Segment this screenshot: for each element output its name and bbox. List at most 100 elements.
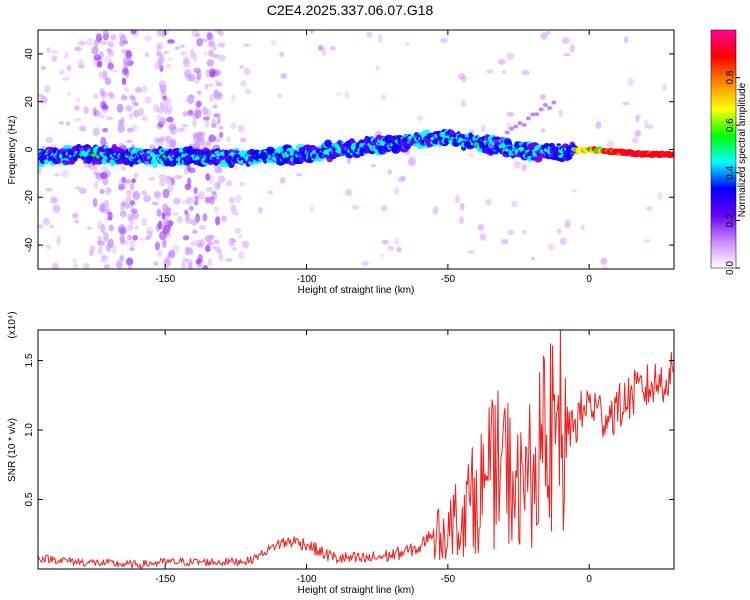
- spectrogram-cell: [102, 70, 108, 80]
- spectrogram-cell: [378, 33, 383, 43]
- spectrogram-cell: [100, 223, 106, 234]
- spectrogram-cell: [52, 204, 61, 213]
- spectrogram-cell: [207, 33, 215, 43]
- spectrogram-cell: [90, 245, 96, 251]
- spectrogram-cell: [208, 49, 214, 58]
- spectrogram-cell: [129, 215, 134, 226]
- spectrogram-cell: [180, 50, 188, 57]
- spectrogram-cell: [209, 94, 214, 103]
- spectrogram-cell: [52, 262, 59, 269]
- spectrogram-cell: [204, 83, 209, 90]
- spectrogram-cell: [184, 246, 190, 256]
- spectrogram-cell: [100, 254, 106, 260]
- spectrogram-cell: [44, 160, 49, 165]
- spectrogram-cell: [497, 58, 506, 65]
- spectrogram-cell: [141, 217, 147, 227]
- spectrogram-cell: [156, 42, 164, 50]
- spectrogram-cell: [128, 202, 134, 209]
- x-tick-label: -100: [297, 574, 317, 585]
- spectrogram-cell: [194, 109, 202, 119]
- spectrogram-cell: [218, 125, 224, 130]
- spectrogram-cell: [521, 163, 527, 172]
- spectrogram-cell: [97, 240, 105, 247]
- spectrogram-cell: [99, 259, 108, 263]
- spectrogram-cell: [38, 224, 44, 229]
- spectrogram-cell: [100, 41, 107, 46]
- spectrogram-cell: [92, 198, 98, 208]
- spectrogram-cell: [243, 67, 251, 76]
- spectrogram-cell: [125, 257, 134, 266]
- spectrogram-cell: [157, 220, 163, 230]
- spectrogram-cell: [132, 234, 138, 241]
- spectrogram-cell: [196, 37, 204, 47]
- spectrogram-cell: [330, 46, 336, 51]
- spectrogram-cell: [124, 196, 132, 203]
- spectrogram-cell: [190, 241, 197, 247]
- spectrogram-cell: [102, 127, 109, 133]
- spectrogram-cell: [157, 137, 164, 143]
- spectrogram-cell: [126, 127, 134, 133]
- spectrogram-cell: [234, 227, 242, 234]
- spectrogram-cell: [116, 261, 123, 269]
- spectrogram-cell: [188, 94, 195, 99]
- spectrogram-cell: [507, 229, 515, 236]
- spectrogram-cell: [317, 44, 324, 52]
- spectrogram-cell: [205, 31, 213, 37]
- spectrogram-cell: [556, 228, 562, 234]
- spectrogram-cell: [212, 192, 218, 201]
- spectrogram-cell: [270, 39, 277, 45]
- spectrogram-cell: [167, 183, 174, 193]
- spectrogram-cell: [129, 247, 135, 252]
- y-tick-label: 0.5: [24, 492, 35, 506]
- spectrogram-cell: [165, 176, 173, 181]
- spectrogram-cell: [493, 150, 499, 155]
- spectrogram-cell: [159, 116, 167, 125]
- spectrogram-cell: [381, 239, 389, 245]
- spectrogram-cell: [540, 128, 546, 133]
- spectrogram-cell: [125, 189, 132, 198]
- spectrogram-cell: [127, 234, 133, 241]
- spectrogram-cell: [156, 208, 162, 218]
- spectrogram-cell: [78, 187, 87, 195]
- spectrogram-cell: [513, 124, 519, 129]
- spectrogram-cell: [530, 112, 536, 117]
- y-tick-label: -20: [24, 190, 35, 205]
- spectrogram-cell: [280, 73, 287, 79]
- spectrogram-cell: [119, 210, 127, 218]
- spectrogram-cell: [121, 77, 127, 86]
- spectrogram-cell: [212, 239, 220, 245]
- spectrogram-cell: [139, 237, 148, 241]
- spectrogram-cell: [461, 75, 467, 83]
- spectrogram-cell: [198, 137, 206, 147]
- spectrogram-cell: [142, 84, 148, 94]
- spectrogram-cell: [344, 91, 350, 100]
- spectrogram-cell: [602, 265, 608, 269]
- spectrogram-cell: [157, 250, 163, 258]
- spectrogram-cell: [361, 261, 369, 266]
- spectrogram-cell: [151, 201, 158, 206]
- spectrogram-cell: [370, 164, 377, 168]
- spectrogram-cell: [73, 117, 82, 122]
- spectrogram-cell: [74, 219, 80, 224]
- spectrogram-cell: [215, 216, 221, 226]
- spectrogram-cell: [627, 77, 635, 87]
- spectrogram-cell: [163, 109, 172, 115]
- spectrogram-cell: [58, 120, 64, 125]
- spectrogram-cell: [103, 263, 111, 269]
- spectrogram-cell: [187, 167, 196, 174]
- spectrogram-cell: [162, 50, 170, 54]
- spectrogram-cell: [96, 220, 103, 230]
- spectrogram-cell: [42, 217, 50, 226]
- colorbar-tick-label: 0.2: [725, 213, 736, 227]
- spectrogram-cell: [211, 123, 217, 128]
- spectrogram-cell: [208, 83, 213, 87]
- y-tick-label: 1.0: [24, 423, 35, 437]
- spectrogram-cell: [189, 49, 195, 59]
- spectrogram-cell: [217, 165, 223, 174]
- spectrogram-cell: [309, 205, 315, 213]
- spectrogram-cell: [208, 40, 216, 47]
- spectrogram-cell: [145, 235, 151, 241]
- spectrogram-cell: [225, 258, 233, 262]
- spectrogram-cell: [394, 186, 400, 195]
- spectrogram-cell: [192, 132, 201, 139]
